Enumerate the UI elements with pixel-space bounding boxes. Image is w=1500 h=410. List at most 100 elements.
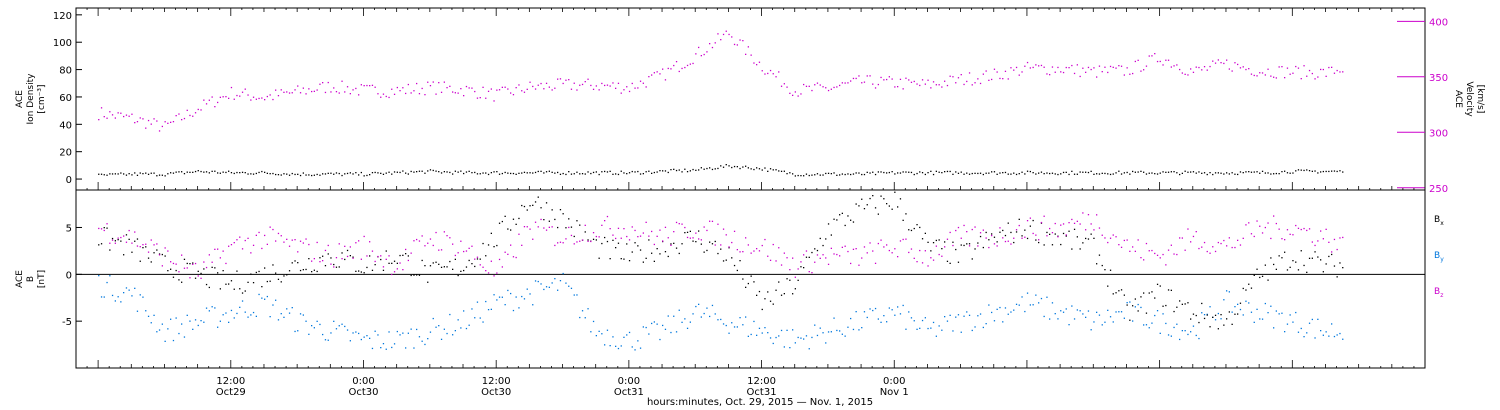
bz-series-point [111, 239, 114, 241]
density-series-point [252, 173, 255, 175]
bz-series-point [1167, 249, 1170, 251]
bz-series-point [452, 243, 454, 245]
bz-series-point [239, 236, 241, 238]
bx-series-point [722, 260, 725, 262]
by-series-point [158, 329, 161, 331]
bz-series-point [405, 248, 407, 251]
by-series-point [1013, 309, 1015, 311]
velocity-series-point [421, 87, 423, 90]
bz-series-point [786, 257, 788, 259]
velocity-series-point [139, 117, 141, 119]
density-tick-label: 60 [59, 93, 72, 104]
velocity-series-point [598, 89, 600, 91]
bx-series-point [877, 213, 879, 215]
bz-series-point [349, 246, 351, 248]
velocity-series-point [244, 88, 246, 90]
bz-series-point [382, 266, 385, 268]
bz-series-point [935, 245, 937, 247]
velocity-series-point [1281, 66, 1283, 68]
bz-series-point [778, 247, 780, 249]
density-series-point [595, 171, 597, 173]
bz-series-point [1143, 259, 1145, 261]
velocity-series-point [609, 85, 611, 87]
bz-series-point [1129, 250, 1131, 252]
bx-series-point [731, 257, 733, 259]
bz-series-point [1071, 218, 1073, 221]
by-series-point [280, 313, 282, 315]
bx-series-point [869, 197, 871, 200]
bz-series-point [725, 234, 727, 236]
density-series-point [946, 170, 949, 173]
bz-series-point [789, 269, 791, 271]
by-series-point [1295, 311, 1297, 314]
density-series-point [620, 170, 622, 172]
velocity-series-point [280, 89, 282, 91]
density-series-point [1206, 173, 1208, 176]
bz-series-point [1010, 243, 1012, 245]
bx-series-point [814, 248, 816, 250]
density-series-point [974, 172, 976, 174]
x-tick-time-label: 12:00 [747, 376, 776, 387]
velocity-series-point [222, 96, 224, 98]
velocity-series-point [908, 79, 910, 81]
bx-series-point [106, 227, 108, 229]
velocity-series-point [1021, 71, 1023, 73]
velocity-series-point [1300, 78, 1302, 80]
by-series-point [1281, 312, 1283, 314]
bz-series-point [341, 258, 343, 260]
bz-series-point [927, 265, 929, 267]
by-series-point [490, 308, 492, 310]
bz-series-point [327, 244, 329, 247]
bx-series-point [780, 294, 783, 296]
velocity-series-point [855, 77, 857, 80]
velocity-series-point [960, 74, 962, 76]
bz-series-point [764, 238, 766, 241]
velocity-series-point [529, 81, 531, 83]
bx-series-point [949, 262, 951, 264]
bz-series-point [261, 247, 263, 250]
density-series-point [780, 170, 783, 172]
bx-series-point [1226, 318, 1228, 320]
bx-series-point [543, 219, 545, 221]
density-series-point [805, 173, 808, 175]
bx-series-point [1029, 225, 1031, 227]
bz-series-point [825, 257, 827, 259]
x-axis-label: hours:minutes, Oct. 29, 2015 — Nov. 1, 2… [647, 397, 873, 408]
bx-series-point [938, 239, 940, 241]
bz-series-point [662, 240, 664, 242]
by-series-point [554, 278, 556, 280]
bz-series-point [150, 239, 152, 241]
velocity-series-point [109, 111, 111, 113]
velocity-series-point [211, 96, 213, 98]
density-series-point [935, 170, 937, 172]
density-series-point [156, 175, 158, 177]
bx-series-point [645, 257, 647, 259]
by-series-point [919, 327, 921, 329]
bx-series-point [1101, 264, 1103, 267]
density-series-point [778, 170, 780, 172]
by-series-point [139, 294, 141, 296]
bz-series-point [833, 253, 835, 255]
by-series-point [924, 317, 926, 319]
density-series-point [1264, 172, 1266, 174]
bx-series-point [493, 246, 495, 248]
by-series-point [1132, 320, 1134, 322]
bx-series-point [490, 232, 492, 234]
bx-series-point [275, 272, 277, 274]
bx-series-point [1060, 243, 1062, 246]
bx-series-point [750, 275, 752, 277]
by-series-point [941, 329, 943, 331]
by-series-point [352, 332, 354, 334]
bz-series-point [460, 240, 462, 242]
by-series-point [620, 345, 622, 347]
density-series-point [1096, 173, 1098, 175]
density-series-point [1297, 169, 1300, 171]
by-series-point [1054, 313, 1056, 315]
density-series-point [286, 173, 288, 175]
bz-series-point [670, 244, 672, 246]
velocity-series-point [396, 86, 398, 89]
bx-series-point [452, 268, 454, 270]
bz-series-point [297, 251, 299, 253]
bx-series-point [921, 238, 924, 240]
density-series-point [537, 170, 539, 173]
